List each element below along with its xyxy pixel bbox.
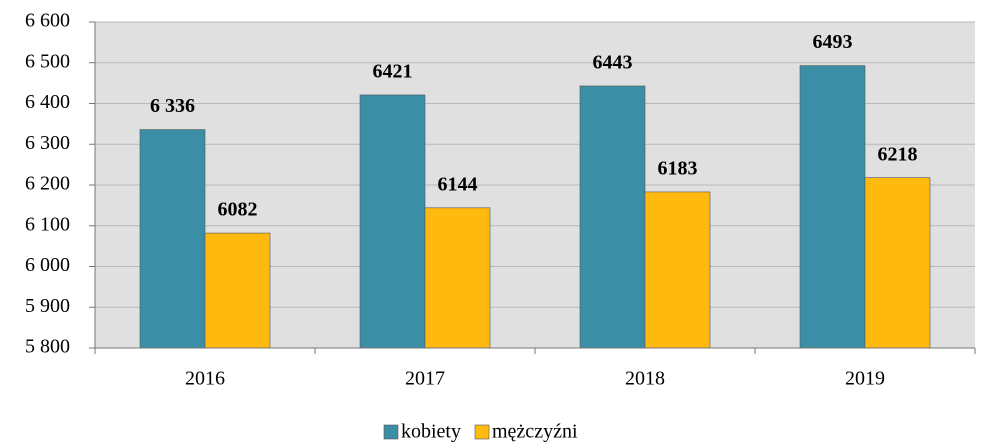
y-tick-label: 5 800 xyxy=(25,336,70,358)
legend-label: kobiety xyxy=(401,421,461,443)
x-tick-label: 2019 xyxy=(845,368,885,390)
x-tick-label: 2018 xyxy=(625,368,665,390)
value-label: 6421 xyxy=(373,61,413,83)
bar xyxy=(204,232,271,349)
x-tick-label: 2017 xyxy=(405,368,445,390)
y-tick-label: 6 500 xyxy=(25,50,70,72)
legend-label: mężczyźni xyxy=(492,421,578,443)
bar xyxy=(424,207,491,349)
y-tick-label: 6 200 xyxy=(25,173,70,195)
value-label: 6218 xyxy=(878,143,918,165)
value-label: 6443 xyxy=(593,52,633,74)
value-label: 6144 xyxy=(438,173,478,195)
y-tick-label: 6 100 xyxy=(25,213,70,235)
y-tick-label: 6 000 xyxy=(25,254,70,276)
bar xyxy=(139,129,206,349)
value-label: 6183 xyxy=(658,158,698,180)
bar xyxy=(799,65,866,349)
y-tick-label: 5 900 xyxy=(25,295,70,317)
bar xyxy=(644,191,711,349)
bar xyxy=(359,94,426,349)
bar xyxy=(579,85,646,349)
value-label: 6082 xyxy=(218,199,258,221)
y-tick-label: 6 300 xyxy=(25,132,70,154)
y-tick-label: 6 400 xyxy=(25,91,70,113)
value-label: 6 336 xyxy=(150,95,195,117)
x-tick-label: 2016 xyxy=(185,368,225,390)
y-tick-label: 6 600 xyxy=(25,10,70,32)
bar xyxy=(864,177,931,349)
value-label: 6493 xyxy=(813,31,853,53)
legend-swatch xyxy=(383,424,399,440)
legend-swatch xyxy=(474,424,490,440)
